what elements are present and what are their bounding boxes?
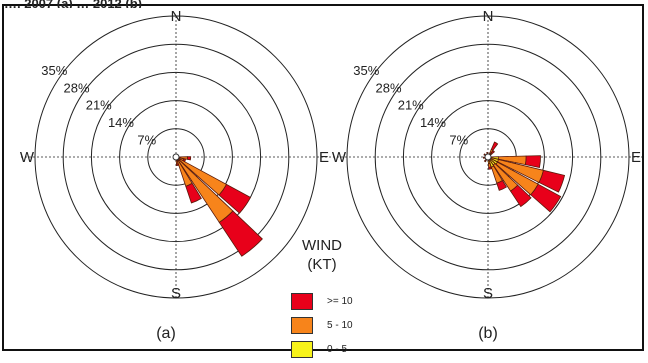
ring-label: 21% <box>398 98 424 113</box>
legend-title-line2: (KT) <box>307 256 337 273</box>
direction-label-s: S <box>171 285 181 302</box>
legend-swatch-high <box>291 292 313 310</box>
center-marker <box>172 153 180 161</box>
ring-label: 28% <box>64 80 90 95</box>
legend-title-line1: WIND <box>302 237 342 254</box>
wind-rose-charts: NSEW7%14%21%28%35%(a)NSEW7%14%21%28%35%(… <box>20 8 643 342</box>
direction-label-e: E <box>631 149 641 166</box>
panel-label: (b) <box>478 325 498 342</box>
ring-label: 21% <box>86 98 112 113</box>
direction-label-n: N <box>171 8 182 25</box>
direction-label-s: S <box>483 285 493 302</box>
legend-item: 0 - 5 <box>291 339 353 359</box>
center-marker <box>484 153 492 161</box>
legend-label: 0 - 5 <box>327 343 348 355</box>
direction-label-w: W <box>20 149 35 166</box>
figure-frame: …, 2007 (a) … 2012 (b) N S E W 7% 14% 21% 28% 35… <box>2 0 644 358</box>
legend-label: >= 10 <box>327 295 353 307</box>
direction-label-w: W <box>332 149 347 166</box>
ring-label: 28% <box>376 80 402 95</box>
legend-title: WIND (KT) <box>302 236 342 274</box>
legend-swatch-low <box>291 340 313 358</box>
legend-swatch-mid <box>291 316 313 334</box>
legend-item: >= 10 <box>291 291 353 311</box>
legend-label: 5 - 10 <box>327 319 353 331</box>
legend: >= 10 5 - 10 0 - 5 <box>291 291 353 363</box>
ring-label: 35% <box>41 63 67 78</box>
panel-label: (a) <box>156 325 176 342</box>
ring-label: 7% <box>137 132 156 147</box>
wind-sector <box>490 141 499 151</box>
legend-item: 5 - 10 <box>291 315 353 335</box>
ring-label: 14% <box>108 115 134 130</box>
direction-label-n: N <box>483 8 494 25</box>
ring-label: 7% <box>449 132 468 147</box>
ring-label: 35% <box>353 63 379 78</box>
ring-label: 14% <box>420 115 446 130</box>
cropped-header-text: …, 2007 (a) … 2012 (b) <box>4 0 142 8</box>
direction-label-e: E <box>319 149 329 166</box>
wind-sector <box>524 155 541 168</box>
